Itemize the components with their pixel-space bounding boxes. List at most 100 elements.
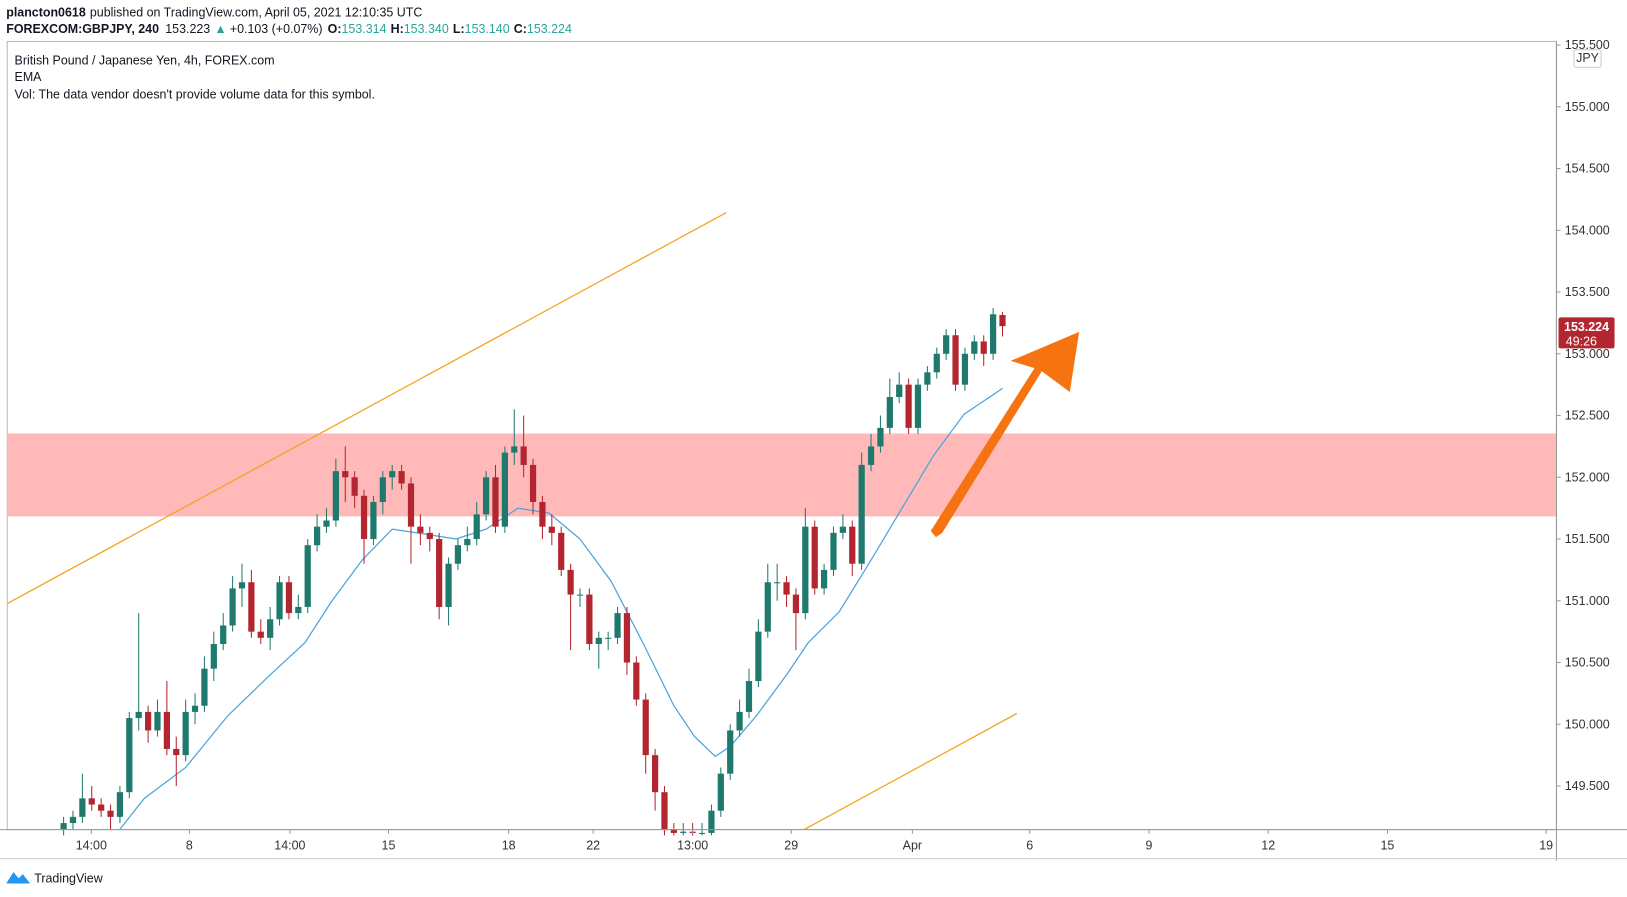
candle-body <box>736 711 743 731</box>
currency-box[interactable] <box>1573 49 1602 68</box>
candle-body <box>248 582 255 632</box>
candle-body <box>595 637 602 644</box>
candle-body <box>971 341 978 354</box>
candle-body <box>135 711 142 719</box>
candle-body <box>144 711 152 731</box>
y-tick-label: 151.500 <box>1565 532 1610 546</box>
candle-body <box>257 631 264 638</box>
published: published on TradingView.com, April 05, … <box>90 6 422 20</box>
candle-body <box>482 477 490 515</box>
x-tick-label: 15 <box>1381 838 1395 852</box>
x-tick-label: 19 <box>1539 838 1553 852</box>
candle-body <box>98 804 105 811</box>
candle-body <box>539 501 546 527</box>
candle-body <box>745 681 753 712</box>
candle-body <box>680 831 687 833</box>
x-tick-label: 9 <box>1145 838 1152 852</box>
trend-line <box>6 212 727 605</box>
candle-body <box>698 832 706 834</box>
candle-body <box>839 526 846 533</box>
candle-body <box>426 532 433 540</box>
candle-body <box>370 501 377 540</box>
candle-body <box>464 539 471 546</box>
candle-body <box>229 588 236 626</box>
candle-body <box>651 755 659 793</box>
candle-body <box>295 606 302 614</box>
y-tick-label: 150.000 <box>1565 717 1610 731</box>
l-label: L: <box>453 22 465 36</box>
candle-body <box>811 526 818 589</box>
candle-body <box>342 471 349 478</box>
candle-body <box>520 446 527 465</box>
candle-body <box>933 353 940 373</box>
candle-body <box>389 471 396 478</box>
candle-body <box>220 625 227 644</box>
candle-body <box>989 314 997 354</box>
marks <box>60 308 1006 836</box>
candle-body <box>238 582 246 589</box>
y-tick-label: 155.000 <box>1565 100 1610 114</box>
x-tick-label: 6 <box>1026 838 1033 852</box>
symbol: FOREXCOM:GBPJPY, 240 <box>6 22 159 36</box>
candle-body <box>896 384 903 398</box>
logo-icon[interactable] <box>6 872 31 884</box>
candle-body <box>567 569 574 595</box>
x-tick-label: 18 <box>502 838 516 852</box>
candle-body <box>454 545 462 564</box>
candle-body <box>417 526 424 533</box>
candle-body <box>445 563 452 607</box>
candle-body <box>727 730 734 774</box>
x-tick-label: 14:00 <box>76 838 107 852</box>
o-value: 153.314 <box>342 22 387 36</box>
y-tick-label: 152.500 <box>1565 409 1610 423</box>
candle-body <box>313 526 321 546</box>
x-tick-label: 22 <box>586 838 600 852</box>
brand[interactable]: TradingView <box>34 871 103 885</box>
candle-body <box>407 483 415 527</box>
change-arrow: ▲ <box>214 22 226 36</box>
candle-body <box>877 427 884 447</box>
price-label-box <box>1558 317 1615 349</box>
candle-body <box>163 711 170 749</box>
header-line-1: plancton0618 published on TradingView.com… <box>6 6 422 20</box>
x-tick-label: 15 <box>382 838 396 852</box>
up-arrow <box>930 331 1080 538</box>
candle-body <box>961 353 969 385</box>
currency[interactable]: JPY <box>1576 51 1600 65</box>
candle-body <box>708 810 715 833</box>
candle-body <box>323 520 330 527</box>
candle-body <box>792 594 800 614</box>
logo[interactable]: TradingView <box>6 871 104 885</box>
candle-body <box>79 798 86 817</box>
candle-body <box>830 532 837 570</box>
candle-body <box>492 477 499 527</box>
y-tick-label: 153.000 <box>1565 347 1610 361</box>
candle-body <box>717 773 724 811</box>
y-tick-label: 154.000 <box>1565 223 1610 237</box>
candle-body <box>642 699 649 756</box>
candle-body <box>360 495 368 540</box>
candle-body <box>173 748 180 756</box>
candle-body <box>154 711 161 731</box>
candle-body <box>952 335 959 385</box>
y-tick-label: 149.500 <box>1565 779 1610 793</box>
x-tick-label: 8 <box>186 838 193 852</box>
candle-body <box>473 514 480 540</box>
candle-body <box>586 594 593 644</box>
candle-body <box>501 452 508 527</box>
x-tick-label: 29 <box>784 838 798 852</box>
y-tick-label: 152.000 <box>1565 470 1610 484</box>
header-line-2: FOREXCOM:GBPJPY, 240 153.223 ▲ +0.103 (+0.0… <box>6 22 572 36</box>
candle-body <box>943 335 950 354</box>
candle-body <box>436 539 443 607</box>
y-tick-label: 153.500 <box>1565 285 1610 299</box>
candle-body <box>755 631 762 682</box>
candle-body <box>661 792 668 830</box>
candle-body <box>332 471 339 521</box>
candle-body <box>886 397 893 428</box>
candle-body <box>69 816 77 824</box>
trend-line <box>803 712 1018 831</box>
candle-body <box>999 315 1006 327</box>
countdown: 49:26 <box>1566 334 1597 348</box>
